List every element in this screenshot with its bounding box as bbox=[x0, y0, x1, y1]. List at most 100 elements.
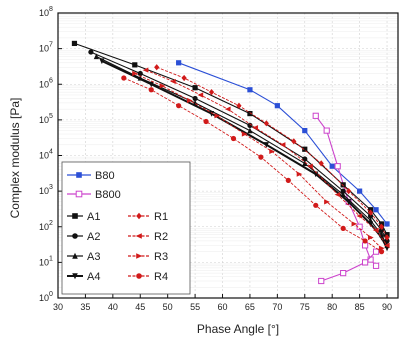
series-r4 bbox=[121, 75, 385, 255]
series-r3 bbox=[132, 70, 385, 251]
data-point bbox=[136, 253, 143, 259]
series-line bbox=[145, 69, 388, 246]
legend-entry-r1: R1 bbox=[128, 211, 168, 223]
data-point bbox=[154, 64, 160, 71]
data-point bbox=[72, 233, 78, 239]
series-line-branch bbox=[321, 251, 377, 282]
data-point bbox=[313, 202, 319, 208]
legend-label: R1 bbox=[154, 211, 168, 223]
legend-entry-r2: R2 bbox=[128, 231, 168, 243]
data-point bbox=[137, 70, 143, 77]
x-axis-label: Phase Angle [°] bbox=[197, 322, 279, 336]
data-point bbox=[334, 163, 341, 170]
x-tick-label: 45 bbox=[135, 302, 145, 312]
y-tick-label: 10 bbox=[39, 79, 49, 89]
data-point bbox=[323, 127, 330, 134]
legend-label: R2 bbox=[154, 231, 168, 243]
data-point bbox=[357, 188, 363, 194]
data-point bbox=[258, 154, 264, 160]
data-point bbox=[132, 62, 138, 68]
data-point bbox=[340, 225, 346, 231]
data-point bbox=[75, 190, 83, 198]
data-point bbox=[208, 111, 215, 117]
data-point bbox=[71, 40, 78, 47]
data-point bbox=[346, 199, 352, 205]
x-tick-labels: 30 35 40 45 50 55 60 65 70 75 80 85 90 bbox=[53, 294, 392, 312]
data-point bbox=[170, 78, 176, 85]
data-point bbox=[296, 171, 303, 177]
legend-entry-r3: R3 bbox=[128, 251, 168, 263]
data-point bbox=[367, 221, 374, 228]
data-point bbox=[136, 273, 142, 279]
data-point bbox=[383, 242, 390, 248]
data-point bbox=[340, 269, 347, 277]
legend-entry-a4: A4 bbox=[67, 271, 100, 283]
data-point bbox=[312, 112, 319, 119]
data-point bbox=[135, 233, 142, 239]
data-point bbox=[247, 111, 253, 117]
x-tick-label: 80 bbox=[327, 302, 337, 312]
data-point bbox=[362, 238, 368, 244]
data-point bbox=[373, 207, 379, 213]
data-point bbox=[181, 74, 187, 82]
legend-label: R3 bbox=[154, 251, 168, 263]
legend-entry-a3: A3 bbox=[67, 251, 100, 263]
y-tick-label: 10 bbox=[39, 8, 49, 18]
data-point bbox=[148, 87, 154, 93]
y-tick-label: 10 bbox=[39, 115, 49, 125]
data-point bbox=[372, 262, 380, 269]
data-point bbox=[93, 53, 99, 60]
series-layer bbox=[71, 40, 390, 285]
data-point bbox=[340, 188, 346, 194]
data-point bbox=[274, 103, 280, 109]
x-tick-label: 55 bbox=[190, 302, 200, 312]
series-r1 bbox=[154, 64, 390, 241]
data-point bbox=[214, 113, 221, 119]
data-point bbox=[285, 177, 291, 184]
data-point bbox=[356, 213, 363, 219]
data-point bbox=[263, 142, 269, 148]
data-point bbox=[252, 125, 259, 131]
data-point bbox=[263, 120, 269, 127]
y-tick-exponent: 3 bbox=[49, 184, 53, 191]
data-point bbox=[247, 127, 253, 134]
series-b80 bbox=[176, 60, 390, 227]
legend-label: R4 bbox=[154, 271, 168, 283]
data-point bbox=[302, 160, 308, 167]
data-point bbox=[241, 131, 248, 137]
data-point bbox=[208, 89, 215, 96]
data-point bbox=[384, 234, 390, 241]
x-tick-label: 65 bbox=[245, 302, 255, 312]
x-tick-label: 85 bbox=[355, 302, 365, 312]
data-point bbox=[378, 249, 385, 255]
data-point bbox=[279, 142, 286, 148]
y-tick-exponent: 8 bbox=[49, 6, 53, 13]
y-tick-exponent: 0 bbox=[49, 291, 53, 298]
data-point bbox=[346, 188, 352, 195]
data-point bbox=[159, 83, 166, 89]
legend-label: A4 bbox=[87, 271, 100, 283]
legend-entry-a2: A2 bbox=[67, 231, 100, 243]
x-tick-label: 35 bbox=[80, 302, 90, 312]
y-tick-label: 10 bbox=[39, 222, 49, 232]
y-axis-label: Complex modulus [Pa] bbox=[8, 98, 22, 219]
data-point bbox=[307, 163, 313, 169]
data-point bbox=[302, 146, 308, 152]
data-point bbox=[384, 221, 390, 227]
data-point bbox=[230, 135, 237, 142]
data-point bbox=[318, 277, 325, 285]
legend-box bbox=[61, 161, 191, 295]
data-point bbox=[203, 118, 209, 125]
data-point bbox=[176, 60, 182, 66]
data-point bbox=[269, 148, 275, 155]
legend-label: B80 bbox=[95, 170, 115, 182]
data-point bbox=[99, 58, 105, 65]
data-point bbox=[324, 199, 330, 205]
y-tick-exponent: 7 bbox=[49, 42, 53, 49]
data-point bbox=[72, 273, 78, 280]
x-tick-label: 75 bbox=[300, 302, 310, 312]
data-point bbox=[132, 70, 138, 77]
